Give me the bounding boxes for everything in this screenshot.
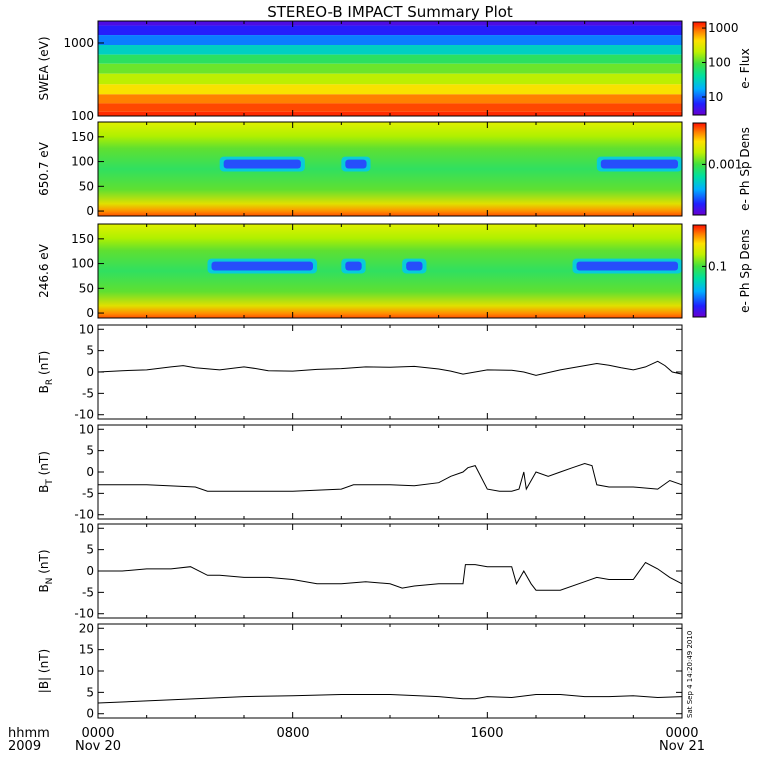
- y-tick-label: 0: [86, 204, 94, 218]
- y-tick-label: 100: [71, 257, 94, 271]
- series-line: [98, 462, 683, 492]
- y-tick-label: 0: [86, 707, 94, 721]
- x-tick-label-0: 0000: [81, 726, 114, 741]
- colorbar: [692, 224, 707, 318]
- y-tick-label: 5: [86, 543, 94, 557]
- colorbar-label: e- Ph Sp Dens: [738, 127, 752, 211]
- y-tick-label: 10: [79, 664, 94, 678]
- flux-band: [98, 94, 682, 104]
- y-tick-label: -5: [82, 486, 94, 500]
- y-axis-label: |B| (nT): [37, 649, 51, 693]
- footer-year-label: 2009: [8, 739, 41, 754]
- y-tick-label: 0: [86, 306, 94, 320]
- y-tick-label: 50: [79, 281, 94, 295]
- y-tick-label: 0: [86, 564, 94, 578]
- x-tick-label-1: 0800: [276, 726, 309, 741]
- y-axis-label: BT (nT): [37, 451, 55, 493]
- y-tick-label: 100: [71, 109, 94, 123]
- pad-depletion-core: [576, 261, 678, 271]
- y-tick-label: 5: [86, 444, 94, 458]
- y-axis-label: BR (nT): [37, 351, 55, 394]
- flux-band: [98, 25, 682, 36]
- panel-bt: BT (nT) -10 -5 0 5 10: [37, 422, 683, 522]
- panel-br: BR (nT) -10 -5 0 5 10: [37, 322, 683, 422]
- panel-bn: BN (nT) -10 -5 0 5 10: [37, 521, 683, 621]
- y-tick-label: -10: [74, 508, 94, 522]
- pad-depletion-core: [406, 261, 423, 271]
- y-tick-label: 10: [79, 322, 94, 336]
- panel-frame: [97, 223, 683, 319]
- series-line: [98, 561, 683, 591]
- x-date-label-end: Nov 21: [659, 739, 705, 754]
- flux-band: [98, 45, 682, 55]
- flux-band: [98, 103, 682, 112]
- y-tick-label: 150: [71, 130, 94, 144]
- flux-band: [98, 73, 682, 85]
- y-tick-label: -5: [82, 585, 94, 599]
- flux-band: [98, 84, 682, 95]
- panel-frame: [97, 623, 683, 719]
- colorbar-label: e- Ph Sp Dens: [738, 229, 752, 313]
- y-tick-label: 0: [86, 465, 94, 479]
- footer-hhmm-label: hhmm: [8, 726, 50, 741]
- y-tick-label: 1000: [63, 36, 94, 50]
- colorbar-tick-label: 0.1: [708, 259, 727, 273]
- y-tick-label: 5: [86, 344, 94, 358]
- series-line: [97, 694, 683, 704]
- y-tick-label: 10: [79, 521, 94, 535]
- y-tick-label: 5: [86, 685, 94, 699]
- panel-frame: [97, 324, 683, 420]
- colorbar-tick-label: 10: [708, 90, 723, 104]
- pad-depletion-core: [211, 261, 313, 271]
- pad-depletion-core: [345, 261, 362, 271]
- y-tick-label: 150: [71, 232, 94, 246]
- flux-band: [98, 63, 682, 74]
- colorbar: [692, 122, 707, 216]
- colorbar-tick-label: 0.001: [708, 157, 742, 171]
- y-tick-label: -10: [74, 607, 94, 621]
- y-tick-label: 0: [86, 365, 94, 379]
- y-axis-label: BN (nT): [37, 549, 55, 592]
- y-tick-label: -5: [82, 386, 94, 400]
- y-tick-label: -10: [74, 408, 94, 422]
- colorbar: [692, 21, 707, 116]
- plot-title: STEREO-B IMPACT Summary Plot: [267, 3, 513, 21]
- panel-frame: [97, 121, 683, 217]
- y-tick-label: 100: [71, 155, 94, 169]
- panel-bmag: |B| (nT) 0 5 10 15 20: [37, 621, 683, 721]
- flux-band: [98, 35, 682, 46]
- series-line: [97, 360, 683, 376]
- y-tick-label: 50: [79, 179, 94, 193]
- panel-swea: SWEA (eV) 100 1000 10 100 1000 e- Flux: [37, 20, 752, 123]
- x-tick-label-2: 1600: [470, 726, 503, 741]
- y-axis-label: SWEA (eV): [37, 36, 51, 100]
- colorbar-tick-label: 1000: [708, 21, 739, 35]
- y-tick-label: 15: [79, 643, 94, 657]
- panel-frame: [97, 424, 683, 520]
- y-tick-label: 20: [79, 621, 94, 635]
- pad-depletion-core: [600, 159, 678, 169]
- flux-band: [98, 54, 682, 64]
- x-date-label-start: Nov 20: [75, 739, 121, 754]
- y-tick-label: 10: [79, 422, 94, 436]
- pad-depletion-core: [345, 159, 367, 169]
- panel-pad246: 246.6 eV 0 50 100 150 0.1 e- Ph Sp Dens: [37, 223, 752, 320]
- panel-frame: [97, 20, 683, 117]
- x-tick-label-3: 0000: [665, 726, 698, 741]
- y-axis-label: 650.7 eV: [37, 141, 51, 196]
- colorbar-label: e- Flux: [738, 48, 752, 88]
- generation-timestamp: Sat Sep 4 14:20:49 2010: [686, 631, 694, 718]
- y-axis-label: 246.6 eV: [37, 243, 51, 298]
- colorbar-tick-label: 100: [708, 56, 731, 70]
- panel-frame: [97, 523, 683, 619]
- pad-depletion-core: [223, 159, 301, 169]
- pad-background: [98, 122, 682, 216]
